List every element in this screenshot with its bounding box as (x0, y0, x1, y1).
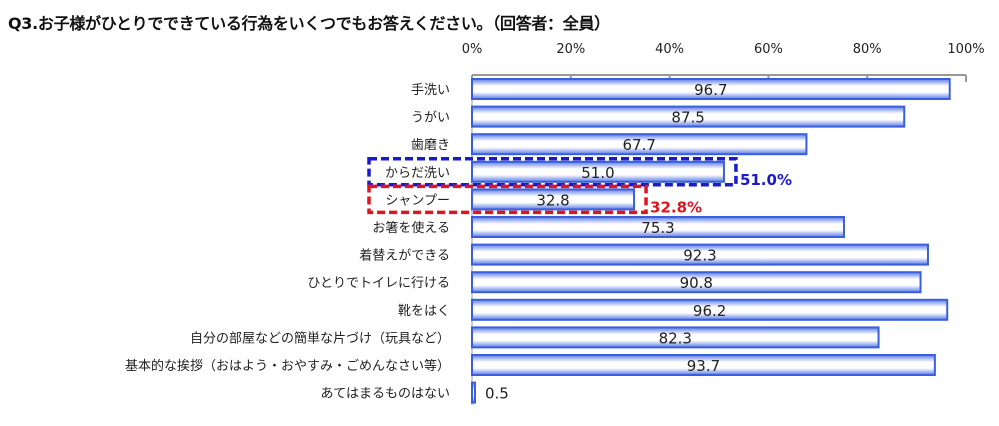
x-tick-label: 40% (655, 42, 684, 57)
value-label: 32.8 (536, 191, 569, 209)
chart-title: Q3.お子様がひとりでできている行為をいくつでもお答えください。（回答者：全員） (8, 14, 610, 33)
category-label: 着替えができる (359, 248, 450, 264)
value-label: 67.7 (623, 136, 656, 154)
bar (471, 354, 936, 376)
bar (471, 105, 906, 128)
bar (471, 188, 636, 211)
bar (471, 381, 476, 404)
bar (471, 243, 929, 266)
bar (471, 160, 725, 183)
category-label: 基本的な挨拶（おはよう・おやすみ・ごめんなさい等） (125, 358, 450, 374)
bar (471, 78, 951, 100)
category-label: 靴をはく (398, 304, 450, 319)
value-label: 75.3 (641, 219, 674, 237)
x-tick-label: 0% (462, 42, 483, 57)
x-tick-label: 100% (947, 42, 984, 57)
category-label: シャンプー (385, 193, 450, 208)
highlight-box (367, 184, 648, 215)
value-label: 82.3 (659, 329, 692, 347)
highlight-label: 51.0% (740, 171, 792, 189)
category-label: からだ洗い (385, 166, 450, 181)
bar (471, 298, 949, 321)
x-tick-label: 20% (556, 42, 585, 57)
x-tick-label: 60% (754, 42, 783, 57)
highlight-label: 32.8% (650, 198, 702, 216)
category-label: 手洗い (411, 83, 450, 98)
value-label: 92.3 (683, 247, 716, 265)
category-label: うがい (411, 111, 450, 126)
value-label: 90.8 (680, 274, 713, 292)
value-label: 51.0 (581, 164, 614, 182)
value-label: 87.5 (671, 109, 704, 127)
bar (471, 216, 845, 238)
bar (471, 133, 808, 156)
value-label: 96.7 (694, 81, 727, 99)
bar (471, 326, 880, 349)
category-label: ひとりでトイレに行ける (307, 276, 450, 291)
category-label: あてはまるものはない (321, 387, 450, 402)
x-tick-label: 80% (853, 42, 882, 57)
category-label: 自分の部屋などの簡単な片づけ（玩具など） (190, 330, 450, 346)
bar (471, 271, 922, 294)
value-label: 93.7 (687, 357, 720, 375)
value-label: 0.5 (485, 385, 509, 403)
category-label: お箸を使える (372, 220, 450, 236)
value-label: 96.2 (693, 302, 726, 320)
category-label: 歯磨き (411, 138, 450, 153)
